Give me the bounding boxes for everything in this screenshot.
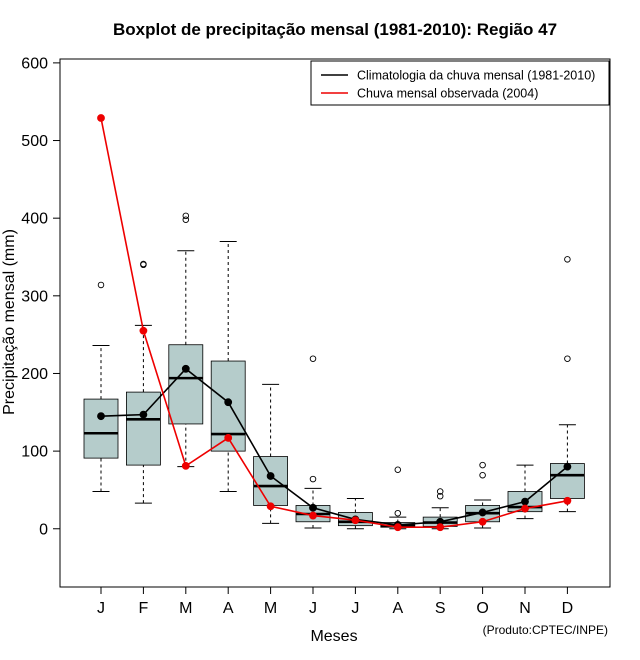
outlier-point xyxy=(182,212,190,220)
y-tick-label: 200 xyxy=(21,366,48,383)
x-tick-label: O xyxy=(476,600,488,617)
series-point-observed xyxy=(563,496,572,505)
outlier-point xyxy=(309,475,317,483)
x-tick-label: F xyxy=(139,600,149,617)
plot-area: 0 100 200 300 400 500 600 J F M A M J J A S O N D xyxy=(21,55,611,617)
box-f-1 xyxy=(126,260,161,504)
x-tick-label: N xyxy=(519,600,531,617)
x-axis-title: Meses xyxy=(310,628,357,645)
box-rect xyxy=(550,463,585,499)
outlier-point xyxy=(394,509,402,517)
series-point-climatology xyxy=(224,398,233,407)
x-tick-label: S xyxy=(435,600,446,617)
y-tick-label: 0 xyxy=(39,521,48,538)
x-tick-label: A xyxy=(223,600,234,617)
series-point-climatology xyxy=(97,412,105,421)
series-point-climatology xyxy=(266,472,275,480)
series-point-observed xyxy=(97,114,105,122)
x-tick-label: J xyxy=(351,600,359,617)
series-point-observed xyxy=(436,523,445,532)
series-point-observed xyxy=(521,504,529,513)
y-tick-label: 300 xyxy=(21,288,48,305)
y-axis-title: Precipitação mensal (mm) xyxy=(1,229,18,415)
box-j-6 xyxy=(337,497,373,530)
box-rect xyxy=(253,456,289,506)
outlier-point xyxy=(97,281,105,289)
series-point-observed xyxy=(181,461,190,470)
box-m-4 xyxy=(253,383,289,524)
outlier-point xyxy=(479,471,486,479)
x-tick-label: A xyxy=(392,600,403,617)
legend: Climatologia da chuva mensal (1981-2010)… xyxy=(310,60,610,106)
series-line-climatology xyxy=(100,367,568,526)
series-point-observed xyxy=(478,517,487,526)
box-m-2 xyxy=(168,212,204,468)
outlier-point xyxy=(436,492,444,500)
box-j-5 xyxy=(295,355,331,529)
series-point-observed xyxy=(224,434,233,442)
y-tick-label: 100 xyxy=(21,444,48,461)
box-rect xyxy=(83,398,119,459)
x-tick-label: J xyxy=(309,600,317,617)
series-point-climatology xyxy=(181,364,190,373)
box-rect xyxy=(126,391,161,466)
outlier-point xyxy=(394,466,402,474)
x-tick-label: D xyxy=(562,600,574,617)
series-point-observed xyxy=(309,511,317,520)
series-point-observed xyxy=(139,326,148,335)
box-rect xyxy=(168,344,204,425)
series-point-climatology xyxy=(521,497,529,506)
x-tick-label: M xyxy=(179,600,192,617)
outlier-point xyxy=(436,488,444,495)
chart-title: Boxplot de precipitação mensal (1981-201… xyxy=(113,20,557,39)
series-point-climatology xyxy=(139,410,148,419)
series-point-climatology xyxy=(478,508,487,517)
outlier-point xyxy=(309,355,317,362)
outlier-point xyxy=(564,256,571,263)
legend-label-observed: Chuva mensal observada (2004) xyxy=(357,87,538,101)
outlier-point xyxy=(564,355,571,362)
series-point-climatology xyxy=(563,462,572,471)
series-point-observed xyxy=(393,523,402,532)
outlier-point xyxy=(182,216,190,223)
y-tick-label: 500 xyxy=(21,133,48,150)
y-tick-label: 600 xyxy=(21,55,48,72)
outlier-point xyxy=(479,461,486,469)
y-tick-label: 400 xyxy=(21,211,48,228)
series-line-observed xyxy=(100,117,568,529)
box-d-11 xyxy=(550,256,585,513)
legend-box xyxy=(310,60,610,106)
outlier-point xyxy=(140,260,147,268)
x-tick-label: J xyxy=(97,600,105,617)
series-point-observed xyxy=(266,502,275,511)
legend-label-climatology: Climatologia da chuva mensal (1981-2010) xyxy=(357,69,595,83)
box-a-7 xyxy=(380,466,416,530)
series-point-observed xyxy=(351,516,360,525)
plot-frame xyxy=(59,58,611,588)
credit-text: (Produto:CPTEC/INPE) xyxy=(483,623,608,637)
series-point-climatology xyxy=(309,503,317,512)
box-j-0 xyxy=(83,281,119,492)
box-a-3 xyxy=(210,240,246,492)
x-tick-label: M xyxy=(264,600,277,617)
